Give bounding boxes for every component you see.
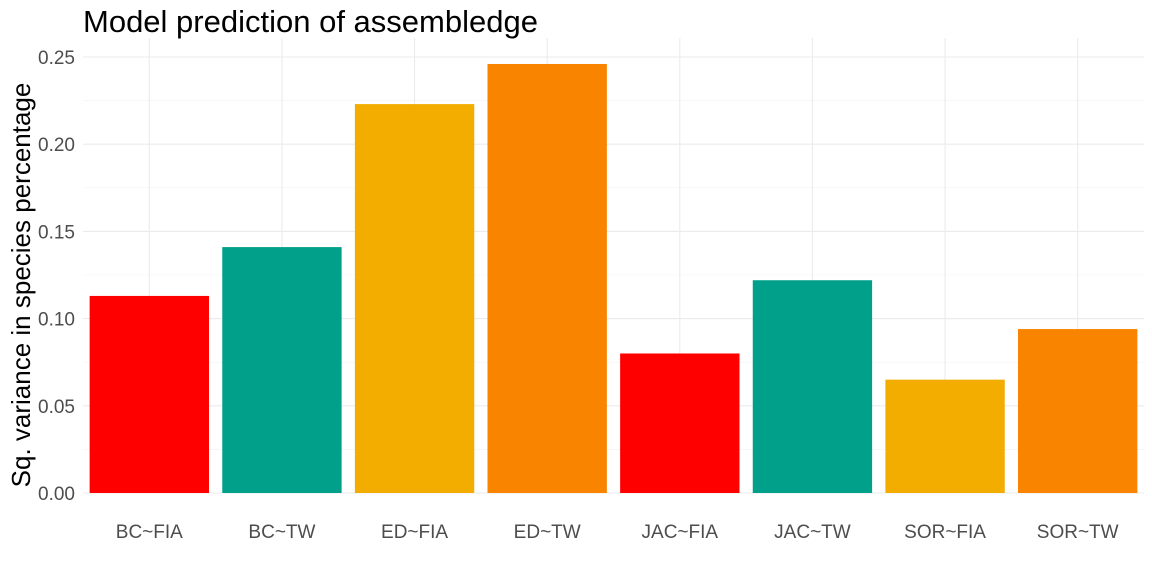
y-tick-label: 0.20 (38, 135, 75, 156)
y-tick-label: 0.05 (38, 397, 75, 418)
chart-title: Model prediction of assembledge (83, 4, 538, 39)
bar-sor-tw (1018, 329, 1138, 493)
x-tick-label: ED~TW (514, 522, 581, 543)
y-tick-labels: 0.00 0.05 0.10 0.15 0.20 0.25 (38, 48, 75, 505)
y-tick-label: 0.10 (38, 310, 75, 331)
x-tick-label: BC~FIA (116, 522, 183, 543)
x-tick-label: BC~TW (248, 522, 315, 543)
x-tick-label: SOR~FIA (904, 522, 986, 543)
bar-jac-tw (752, 280, 873, 493)
y-axis-label: Sq. variance in species percentage (6, 83, 36, 488)
y-tick-label: 0.25 (38, 48, 75, 69)
bars (89, 63, 1138, 493)
bar-sor-fia (885, 379, 1005, 493)
y-tick-label: 0.15 (38, 222, 75, 243)
bar-bc-tw (222, 247, 342, 493)
bar-ed-fia (354, 104, 475, 493)
bar-bc-fia (89, 295, 209, 493)
x-tick-label: ED~FIA (381, 522, 448, 543)
x-tick-label: JAC~FIA (642, 522, 719, 543)
bar-ed-tw (487, 63, 607, 493)
x-tick-label: JAC~TW (774, 522, 851, 543)
bar-jac-fia (620, 353, 740, 493)
y-tick-label: 0.00 (38, 484, 75, 505)
x-tick-labels: BC~FIA BC~TW ED~FIA ED~TW JAC~FIA JAC~TW SOR~F… (116, 522, 1119, 543)
x-tick-label: SOR~TW (1037, 522, 1119, 543)
